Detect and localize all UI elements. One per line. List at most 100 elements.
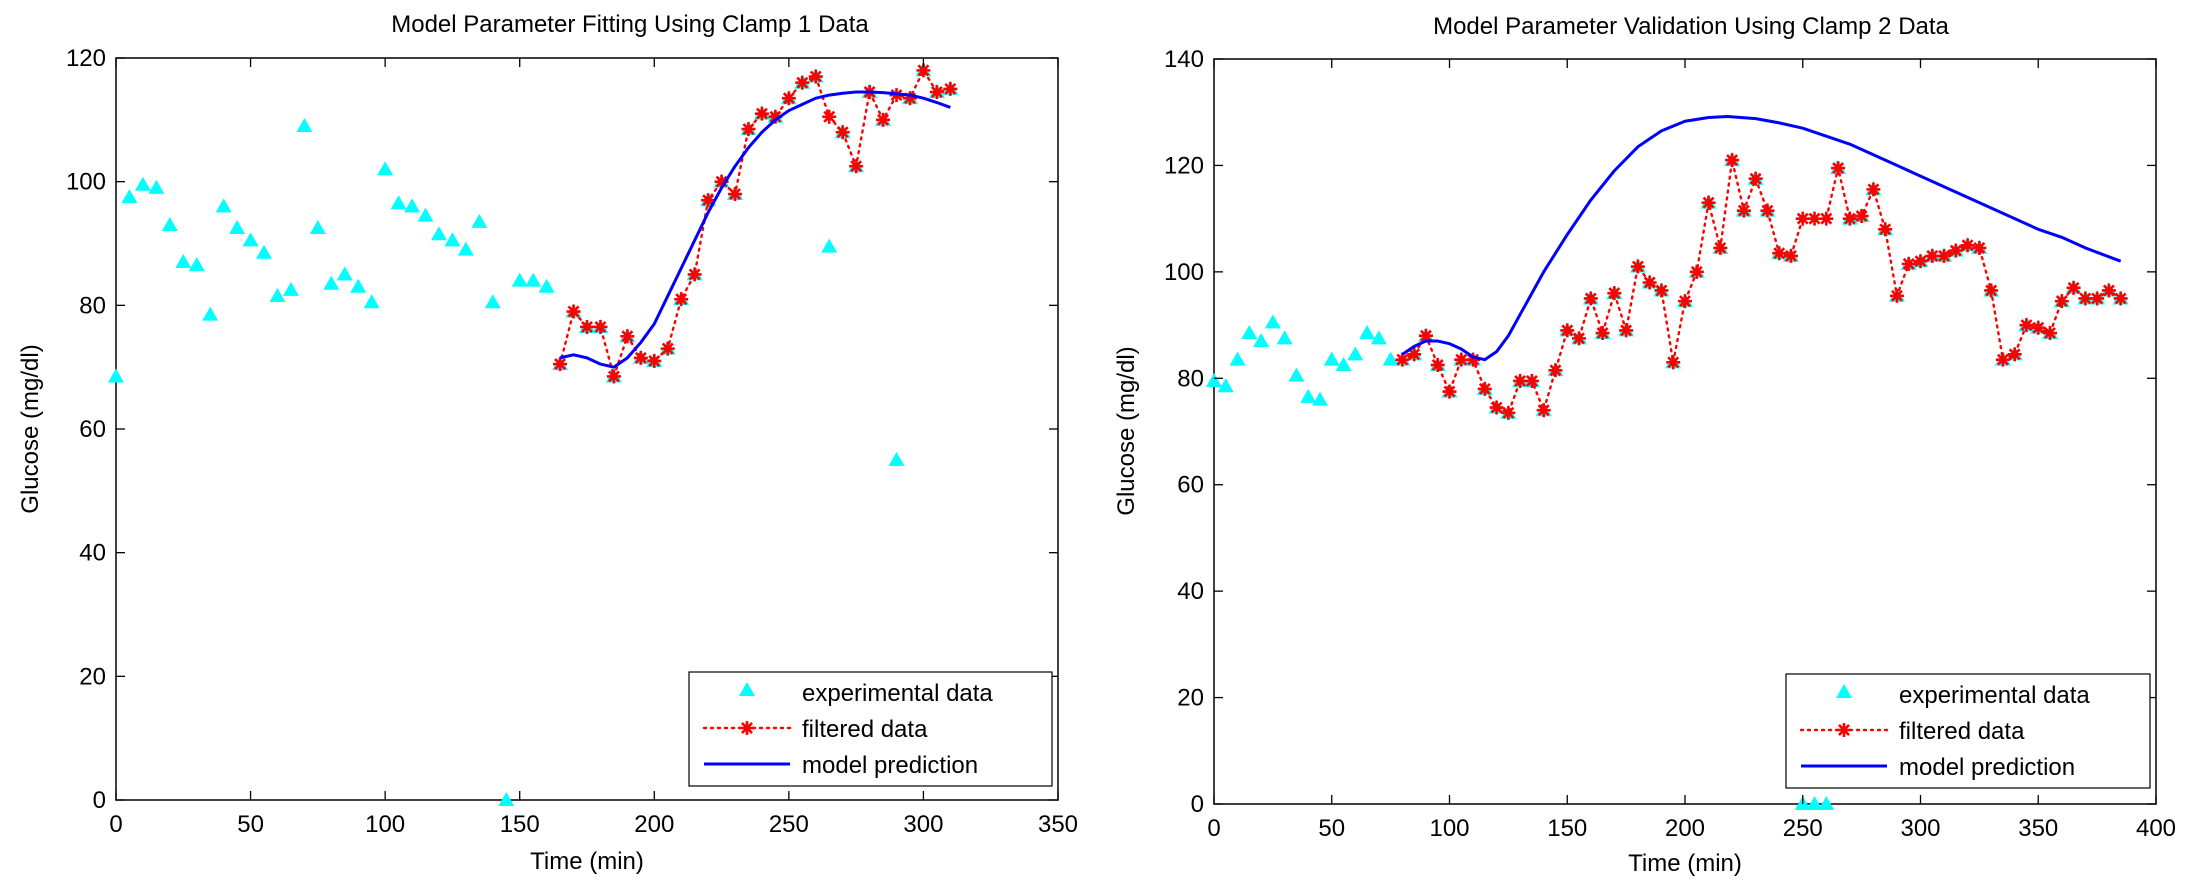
filtered-point [1925,248,1940,263]
axes: 0 50 100 150 200 250 300 350 0 20 40 60 80 100 120 [66,45,1078,838]
filtered-point [553,357,568,372]
filtered-point [1948,243,1963,258]
experimental-point [821,238,838,253]
experimental-point [309,220,326,235]
filtered-point [1395,352,1410,367]
experimental-point [430,226,447,241]
filtered-point [1666,355,1681,370]
filtered-point [1783,248,1798,263]
x-tick-label: 350 [2018,815,2058,842]
legend-label-model: model prediction [1899,754,2075,781]
y-tick-label: 20 [79,663,106,690]
x-tick-label: 200 [634,811,674,838]
experimental-point [888,451,905,466]
x-tick-label: 250 [1783,815,1823,842]
filtered-point [1689,264,1704,279]
experimental-point [323,275,340,290]
filtered-point [1630,259,1645,274]
filtered-point [1654,283,1669,298]
legend-item-model: model prediction [704,752,978,779]
experimental-point [256,244,273,259]
filtered-point [1595,326,1610,341]
filtered-point [566,304,581,319]
filtered-point [1430,357,1445,372]
filtered-point [1878,222,1893,237]
experimental-point [1335,356,1352,371]
filtered-point [1619,323,1634,338]
axes: 0 50 100 150 200 250 300 350 400 0 20 40 60 80 100 120 1… [1164,46,2176,842]
experimental-point [1288,367,1305,382]
filtered-point [1548,363,1563,378]
experimental-point [134,176,151,191]
experimental-point [1359,325,1376,340]
y-tick-label: 0 [1191,791,1204,818]
experimental-point [148,179,165,194]
filtered-point [687,267,702,282]
filtered-point [1501,405,1516,420]
experimental-point [404,198,421,213]
filtered-point [606,369,621,384]
filtered-point [1854,208,1869,223]
legend-item-filtered: filtered data [702,716,928,743]
experimental-point [390,195,407,210]
y-tick-label: 60 [79,416,106,443]
y-tick-label: 0 [93,787,106,814]
experimental-point [1253,333,1270,348]
y-tick-label: 120 [1164,152,1204,179]
model-prediction-line [1401,114,2122,362]
chart-fitting: Model Parameter Fitting Using Clamp 1 Da… [17,11,1078,875]
filtered-point [808,69,823,84]
experimental-point [525,272,542,287]
experimental-point [1323,351,1340,366]
legend-asterisk-marker [740,721,754,735]
filtered-point [929,85,944,100]
filtered-point [580,319,594,334]
experimental-point [1806,796,1823,810]
filtered-point [1524,373,1539,388]
experimental-point [1382,351,1399,366]
filtered-point [2066,280,2081,295]
filtered-point [1819,211,1834,226]
experimental-point [484,294,501,309]
y-axis-label: Glucose (mg/dl) [1113,346,1140,515]
filtered-point [1583,291,1598,306]
experimental-point [282,281,299,296]
filtered-point [1807,211,1822,226]
filtered-point [2113,291,2128,306]
filtered-point [1560,323,1575,338]
filtered-point [876,112,891,127]
experimental-point [1300,388,1317,403]
filtered-point [1407,347,1422,362]
filtered-point [1772,246,1787,261]
filtered-point [1995,352,2010,367]
chart-validation: Model Parameter Validation Using Clamp 2… [1113,13,2176,877]
experimental-point [511,272,528,287]
filtered-point [1442,384,1457,399]
filtered-point [1760,203,1775,218]
filtered-point [1795,211,1810,226]
legend-item-model: model prediction [1801,754,2075,781]
experimental-point [1264,314,1281,329]
filtered-point [1831,161,1846,176]
experimental-point [336,266,353,281]
legend-label-filtered: filtered data [1899,718,2025,745]
filtered-point [741,122,756,137]
experimental-point [1276,330,1293,345]
filtered-point [1972,240,1987,255]
experimental-point [296,118,313,133]
filtered-point [620,329,635,344]
chart-title: Model Parameter Validation Using Clamp 2… [1433,13,1949,40]
data-layer [1206,114,2129,810]
filtered-point [1866,182,1881,197]
legend: experimental data filtered data model pr… [1785,673,2151,789]
experimental-point [538,278,555,293]
experimental-point [417,207,434,222]
x-axis-label: Time (min) [1628,850,1742,877]
experimental-point [363,294,380,309]
filtered-point [1454,352,1469,367]
filtered-point [1678,294,1692,309]
filtered-point [1489,400,1504,415]
experimental-point [457,241,474,256]
legend-label-filtered: filtered data [802,716,928,743]
filtered-point [835,125,850,140]
